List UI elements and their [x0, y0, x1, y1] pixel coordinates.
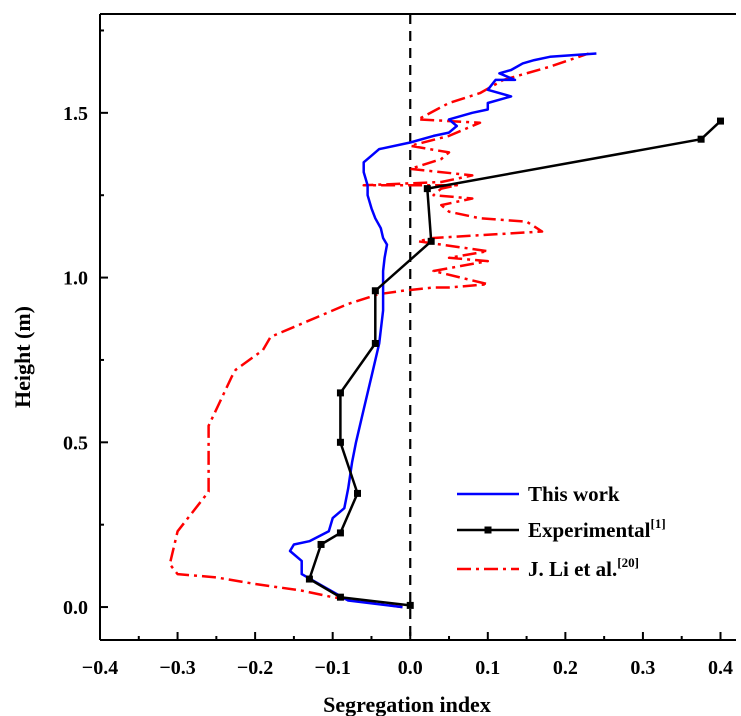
series-point-experimental	[371, 287, 379, 295]
series-point-experimental	[336, 593, 344, 601]
series-line-j-li-et-al	[168, 52, 590, 609]
series-point-experimental	[423, 185, 431, 193]
y-tick-label: 0.0	[63, 597, 88, 619]
legend-label-this-work: This work	[528, 482, 620, 506]
x-tick-label: 0.4	[708, 657, 733, 679]
series-point-experimental	[371, 339, 379, 347]
legend-label-j-li-et-al: J. Li et al.[20]	[528, 555, 639, 581]
series-point-experimental	[336, 438, 344, 446]
series-point-experimental	[427, 237, 435, 245]
y-tick-label: 1.5	[63, 103, 88, 125]
series-layer	[168, 52, 724, 609]
legend: This work Experimental[1] J. Li et al.[20]	[457, 482, 666, 581]
series-point-experimental	[716, 117, 724, 125]
x-tick-label: 0.2	[553, 657, 578, 679]
series-point-experimental	[305, 575, 313, 583]
series-point-experimental	[317, 540, 325, 548]
ticks-layer: −0.4 −0.3 −0.2 −0.1 0.0 0.1 0.2 0.3 0.4 0.0 0.5 1.0…	[63, 29, 733, 679]
series-point-experimental	[336, 389, 344, 397]
series-point-experimental	[697, 135, 705, 143]
x-axis-title: Segregation index	[323, 692, 491, 716]
y-tick-label: 1.0	[63, 268, 88, 290]
y-axis-title: Height (m)	[10, 306, 35, 408]
x-tick-label: −0.4	[82, 657, 118, 679]
legend-label-experimental: Experimental[1]	[528, 516, 666, 542]
legend-marker-experimental	[484, 526, 492, 534]
x-tick-label: −0.3	[159, 657, 195, 679]
x-tick-label: −0.2	[237, 657, 273, 679]
series-point-experimental	[354, 489, 362, 497]
series-point-experimental	[336, 529, 344, 537]
series-point-experimental	[406, 601, 414, 609]
x-tick-label: 0.0	[398, 657, 423, 679]
x-tick-label: 0.1	[475, 657, 500, 679]
x-tick-label: −0.1	[314, 657, 350, 679]
series-line-experimental	[308, 120, 722, 607]
x-tick-label: 0.3	[630, 657, 655, 679]
plot-frame	[99, 13, 736, 641]
y-tick-label: 0.5	[63, 432, 88, 454]
series-line-this-work	[288, 52, 597, 609]
